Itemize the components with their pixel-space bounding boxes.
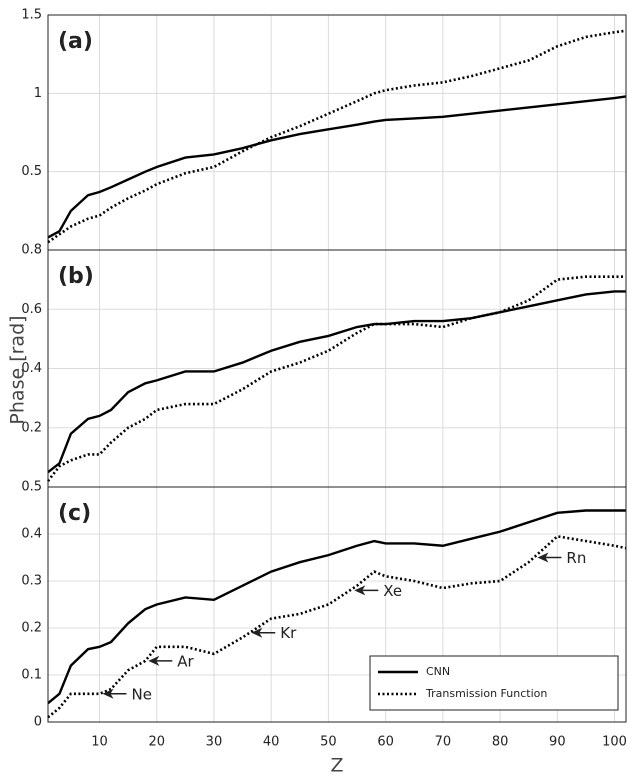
y-tick-label: 1.5 (21, 8, 42, 23)
annotation: Ne (132, 685, 152, 703)
annotation-arrowhead (251, 627, 263, 638)
annotation-arrowhead (148, 655, 160, 666)
annotation-arrowhead (354, 585, 366, 596)
line-series (47, 509, 626, 705)
annotation-arrowhead (537, 552, 549, 563)
panel-label: (b) (58, 264, 94, 289)
x-tick-label: 40 (263, 735, 280, 750)
plot-frame (47, 486, 627, 723)
annotation: Ar (177, 652, 194, 670)
annotation-arrowhead (102, 688, 114, 699)
plot-area (48, 15, 626, 250)
x-tick-label: 80 (492, 735, 509, 750)
y-tick-label: 0.5 (21, 480, 42, 495)
y-tick-label: 0.4 (21, 527, 42, 542)
annotation: Xe (383, 582, 402, 600)
y-tick-label: 0.3 (21, 574, 42, 589)
y-tick-label: 0 (34, 715, 42, 730)
x-tick-label: 90 (549, 735, 566, 750)
annotation: Rn (566, 549, 586, 567)
x-tick-label: 30 (206, 735, 223, 750)
y-tick-label: 0.2 (21, 420, 42, 435)
x-tick-label: 60 (377, 735, 394, 750)
x-tick-label: 20 (148, 735, 165, 750)
line-series (47, 29, 627, 244)
legend-box (369, 655, 619, 711)
y-tick-label: 0.8 (21, 243, 42, 258)
y-tick-label: 0.4 (21, 361, 42, 376)
y-tick-label: 0.5 (21, 164, 42, 179)
line-series (47, 290, 626, 474)
y-tick-label: 0.1 (21, 668, 42, 683)
x-axis-label: Z (330, 755, 343, 777)
x-tick-label: 10 (91, 735, 108, 750)
y-axis-label: Phase [rad] (7, 315, 29, 424)
annotation: Kr (280, 624, 297, 642)
line-series (47, 95, 627, 239)
legend-label: Transmission Function (425, 687, 547, 700)
y-tick-label: 0.2 (21, 621, 42, 636)
y-tick-label: 0.6 (21, 302, 42, 317)
legend-label: CNN (426, 665, 450, 678)
x-tick-label: 70 (435, 735, 452, 750)
x-tick-label: 100 (602, 735, 627, 750)
panel-label: (a) (58, 29, 93, 54)
panel-label: (c) (58, 501, 91, 526)
y-tick-label: 1 (34, 86, 42, 101)
x-tick-label: 50 (320, 735, 337, 750)
